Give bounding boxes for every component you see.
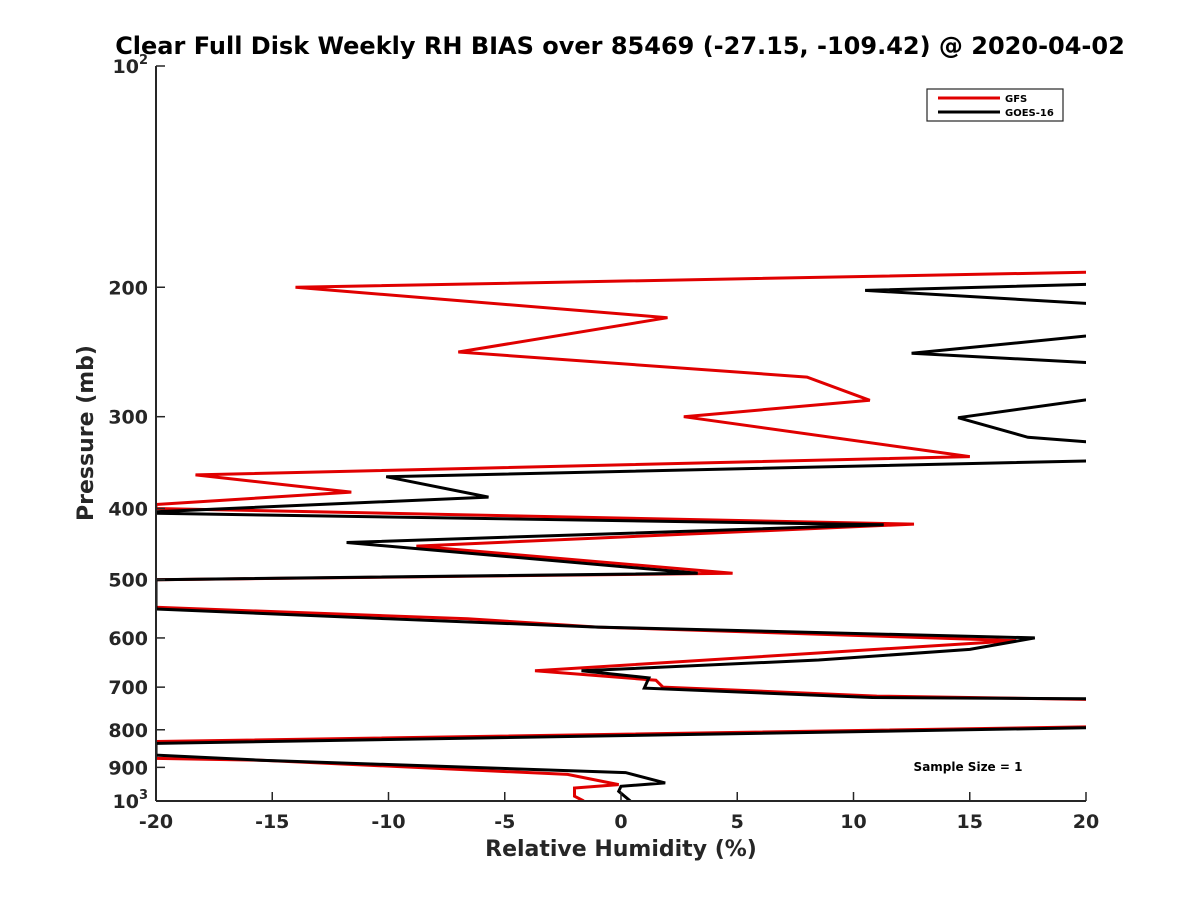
y-tick-label: 400 <box>108 499 148 521</box>
plot-area <box>155 66 1086 802</box>
y-tick-label: 700 <box>108 677 148 699</box>
x-tick-label: -10 <box>371 811 405 833</box>
y-tick-label: 300 <box>108 407 148 429</box>
y-tick-label: 600 <box>108 628 148 650</box>
series-line-goes-16 <box>156 282 1086 801</box>
y-tick-label: 500 <box>108 570 148 592</box>
legend-box <box>926 88 1064 122</box>
y-tick-label: 900 <box>108 757 148 779</box>
x-tick-label: -15 <box>255 811 289 833</box>
chart-title: Clear Full Disk Weekly RH BIAS over 8546… <box>115 32 1125 60</box>
x-tick-label: 15 <box>957 811 983 833</box>
legend-label: GOES-16 <box>1005 108 1054 119</box>
y-axis-label: Pressure (mb) <box>74 345 99 521</box>
x-tick-label: 20 <box>1073 811 1099 833</box>
sample-size-annotation: Sample Size = 1 <box>914 760 1023 774</box>
x-tick-label: 5 <box>731 811 744 833</box>
x-axis-ticks: -20 -15 -10 -5 0 5 10 15 20 <box>139 792 1099 833</box>
y-axis-ticks: 102 200 300 400 500 600 700 800 900 103 <box>108 53 165 813</box>
legend-label: GFS <box>1005 94 1027 105</box>
y-tick-label: 103 <box>113 788 149 813</box>
legend: GFS GOES-16 <box>926 88 1064 122</box>
y-tick-label: 102 <box>113 53 149 78</box>
x-tick-label: -20 <box>139 811 173 833</box>
x-tick-label: -5 <box>494 811 515 833</box>
series-layer <box>156 270 1086 801</box>
y-tick-label: 800 <box>108 720 148 742</box>
series-line-gfs <box>156 270 1086 801</box>
y-tick-label: 200 <box>108 277 148 299</box>
x-axis-label: Relative Humidity (%) <box>485 837 757 862</box>
x-tick-label: 10 <box>840 811 866 833</box>
x-tick-label: 0 <box>614 811 627 833</box>
